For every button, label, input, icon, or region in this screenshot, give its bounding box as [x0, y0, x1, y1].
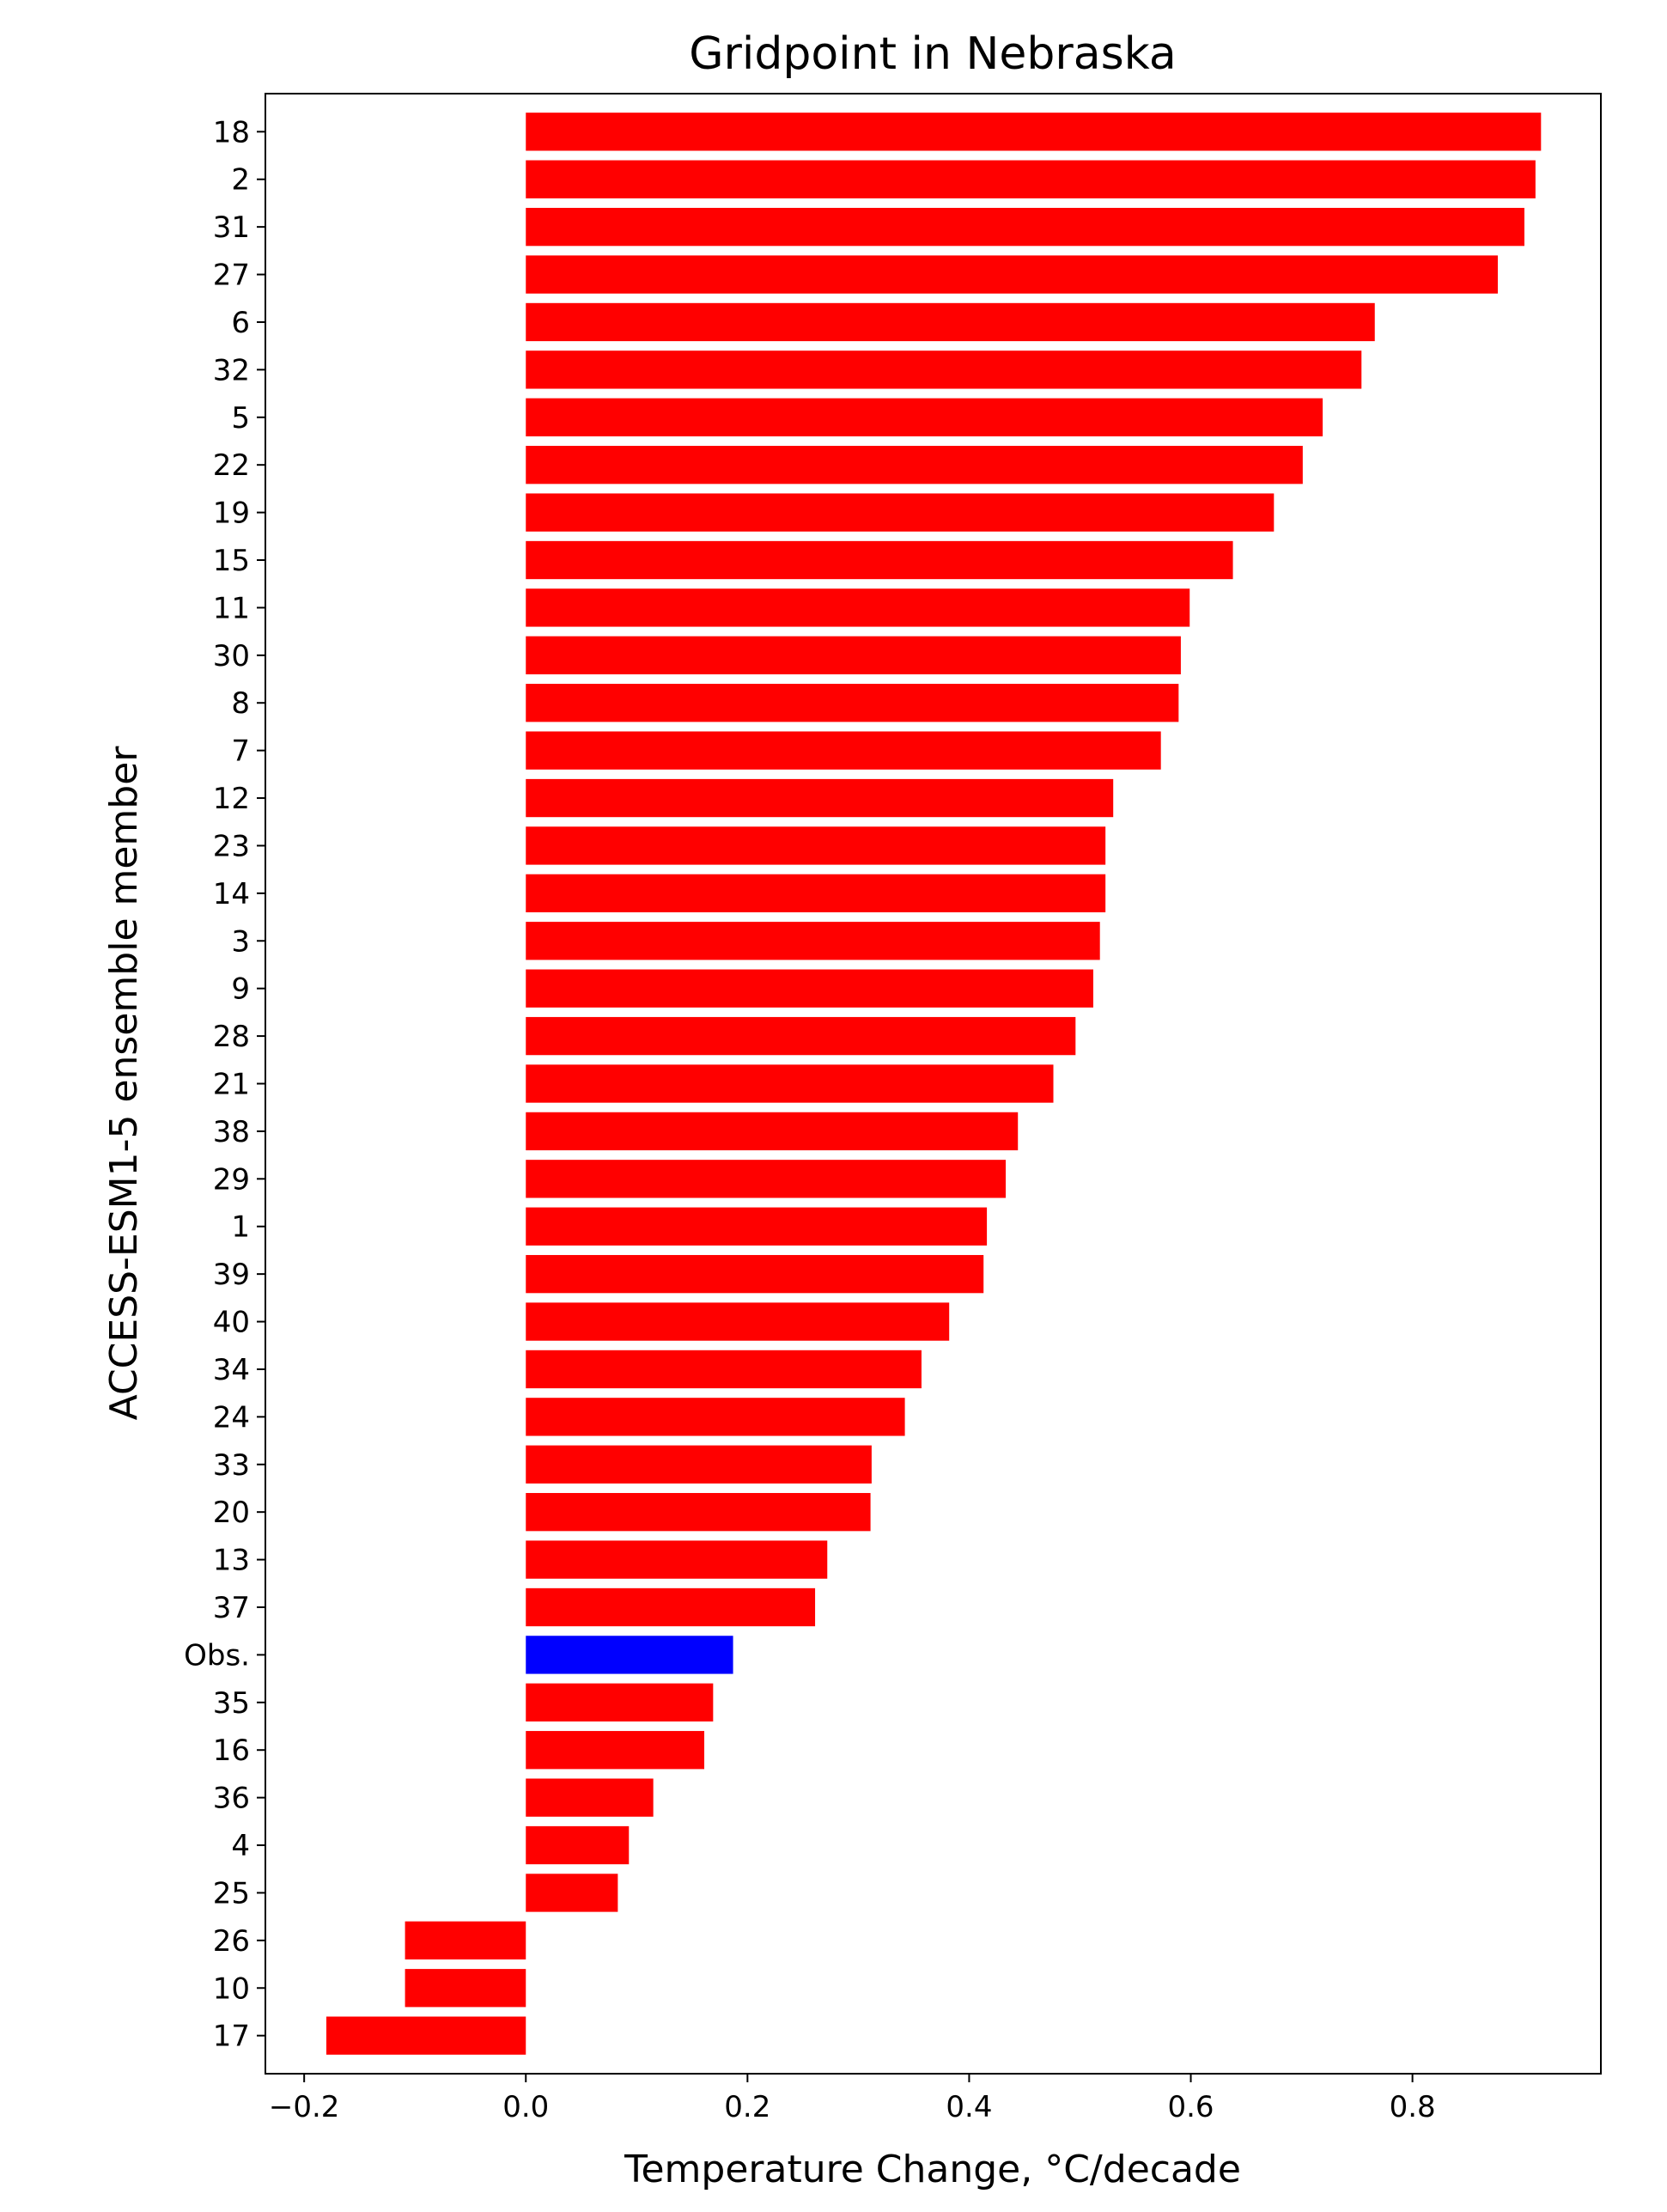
- y-tick-label: 5: [231, 401, 250, 436]
- bar-14: [526, 874, 1106, 913]
- bar-12: [526, 778, 1114, 818]
- bar-13: [526, 1540, 828, 1579]
- y-tick-label: 8: [231, 686, 250, 721]
- plot-frame: [265, 93, 1602, 2075]
- x-axis-ticks: −0.2 0.0 0.2 0.4 0.6 0.8: [269, 2074, 1436, 2124]
- bar-2: [526, 160, 1536, 198]
- x-axis-label: Temperature Change, °C/decade: [624, 2148, 1241, 2191]
- y-tick-label: 1: [231, 1210, 250, 1245]
- x-tick-label: 0.8: [1390, 2090, 1436, 2124]
- y-tick-label: 33: [213, 1448, 250, 1483]
- bar-39: [526, 1254, 984, 1294]
- y-tick-label: 38: [213, 1115, 250, 1149]
- y-tick-label: 32: [213, 353, 250, 387]
- bar-4: [526, 1825, 630, 1865]
- y-tick-label: 17: [213, 2020, 250, 2054]
- bar-19: [526, 493, 1275, 532]
- bar-28: [526, 1016, 1076, 1056]
- bar-16: [526, 1731, 705, 1770]
- y-tick-label: 40: [213, 1306, 250, 1340]
- y-tick-label: 29: [213, 1162, 250, 1197]
- bar-35: [526, 1683, 714, 1721]
- x-tick-label: 0.6: [1167, 2090, 1214, 2124]
- bar-9: [526, 969, 1093, 1008]
- y-axis-label: ACCESS-ESM1-5 ensemble member: [102, 746, 146, 1421]
- y-tick-label: 20: [213, 1496, 250, 1530]
- y-tick-label: Obs.: [184, 1638, 250, 1673]
- bar-23: [526, 826, 1106, 865]
- bar-3: [526, 922, 1100, 960]
- y-tick-label: 23: [213, 829, 250, 863]
- bar-25: [526, 1874, 618, 1912]
- bar-22: [526, 446, 1303, 484]
- y-tick-label: 14: [213, 877, 250, 911]
- bar-20: [526, 1493, 871, 1532]
- y-tick-label: 37: [213, 1591, 250, 1625]
- y-tick-label: 30: [213, 639, 250, 673]
- bar-27: [526, 255, 1498, 294]
- bar-33: [526, 1445, 872, 1484]
- bar-24: [526, 1398, 905, 1436]
- bar-1: [526, 1207, 988, 1246]
- y-tick-label: 21: [213, 1068, 250, 1102]
- bar-32: [526, 350, 1362, 389]
- y-tick-label: 16: [213, 1734, 250, 1768]
- bar-31: [526, 207, 1524, 247]
- x-tick-label: 0.0: [502, 2090, 549, 2124]
- bar-obs: [526, 1636, 733, 1674]
- y-tick-label: 18: [213, 115, 250, 149]
- y-tick-label: 9: [231, 972, 250, 1007]
- y-tick-label: 28: [213, 1020, 250, 1054]
- bar-30: [526, 636, 1181, 674]
- y-tick-label: 4: [231, 1829, 250, 1863]
- y-tick-label: 2: [231, 163, 250, 198]
- y-tick-label: 39: [213, 1258, 250, 1292]
- bar-17: [325, 2016, 526, 2055]
- bar-11: [526, 588, 1190, 627]
- y-tick-label: 22: [213, 448, 250, 483]
- y-tick-label: 35: [213, 1686, 250, 1721]
- y-tick-label: 13: [213, 1544, 250, 1578]
- x-tick-label: −0.2: [269, 2090, 340, 2124]
- bar-26: [405, 1921, 526, 1960]
- y-tick-label: 36: [213, 1782, 250, 1816]
- y-tick-label: 31: [213, 210, 250, 245]
- y-tick-label: 26: [213, 1924, 250, 1959]
- bar-34: [526, 1350, 922, 1389]
- bar-10: [405, 1969, 526, 2008]
- y-tick-label: 11: [213, 591, 250, 625]
- y-tick-label: 19: [213, 497, 250, 531]
- y-tick-label: 15: [213, 544, 250, 578]
- bar-7: [526, 731, 1161, 770]
- x-tick-label: 0.4: [946, 2090, 992, 2124]
- y-tick-label: 6: [231, 306, 250, 340]
- bar-38: [526, 1112, 1019, 1151]
- chart-title: Gridpoint in Nebraska: [689, 28, 1177, 80]
- y-tick-label: 25: [213, 1876, 250, 1910]
- bar-40: [526, 1302, 950, 1341]
- bar-6: [526, 302, 1375, 342]
- bar-15: [526, 540, 1233, 580]
- y-tick-label: 3: [231, 924, 250, 959]
- x-tick-label: 0.2: [724, 2090, 770, 2124]
- bars: [325, 113, 1542, 2055]
- y-tick-label: 7: [231, 734, 250, 769]
- bar-18: [526, 113, 1542, 151]
- bar-37: [526, 1587, 816, 1627]
- bar-5: [526, 398, 1323, 436]
- bar-21: [526, 1064, 1054, 1103]
- y-tick-label: 12: [213, 782, 250, 816]
- y-tick-label: 27: [213, 259, 250, 293]
- y-tick-label: 24: [213, 1400, 250, 1435]
- bar-29: [526, 1160, 1007, 1198]
- bar-36: [526, 1778, 654, 1817]
- y-tick-label: 10: [213, 1971, 250, 2006]
- y-tick-label: 34: [213, 1353, 250, 1387]
- bar-8: [526, 684, 1179, 722]
- y-axis-ticks: 1823127632522191511308712231439282138291…: [184, 115, 265, 2054]
